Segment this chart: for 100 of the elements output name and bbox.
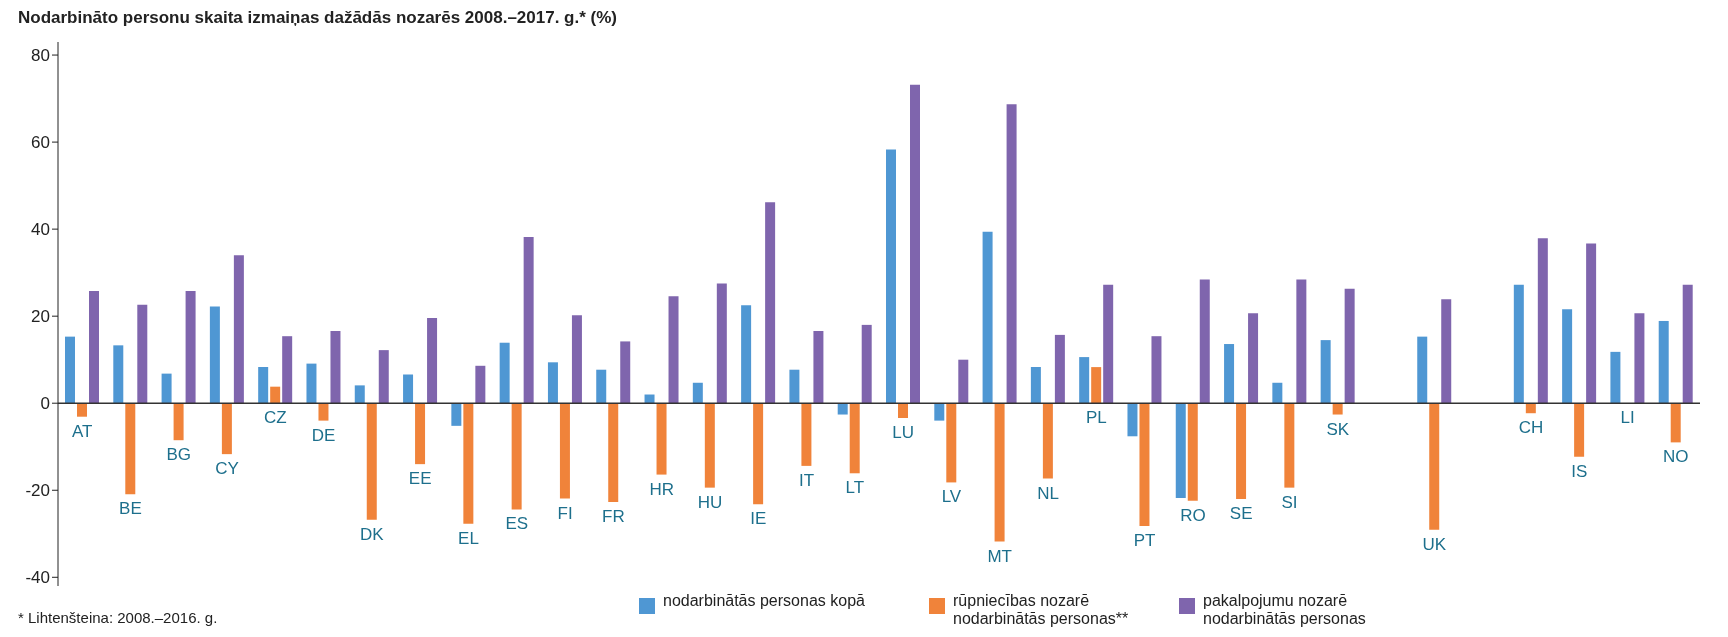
bar <box>1586 243 1597 404</box>
bar <box>113 345 124 404</box>
bar <box>403 374 414 404</box>
bar <box>185 290 196 404</box>
bar <box>934 403 945 421</box>
bar <box>475 365 486 404</box>
bar <box>1610 351 1621 404</box>
bar <box>451 403 462 426</box>
bar <box>1199 279 1210 404</box>
bar <box>427 317 438 404</box>
bar <box>741 305 752 404</box>
bar <box>1175 403 1186 499</box>
bar <box>65 336 75 404</box>
bar <box>789 369 800 404</box>
x-tick-label: AT <box>71 421 93 441</box>
x-tick-label: UK <box>1422 534 1447 554</box>
legend-label: nodarbinātās personas kopā <box>663 592 865 610</box>
x-tick-label: HU <box>697 492 723 512</box>
bar <box>378 350 389 404</box>
bar <box>1042 403 1053 479</box>
bar <box>89 290 99 404</box>
bar <box>656 403 667 475</box>
bar <box>1224 344 1235 404</box>
bar <box>1682 284 1693 404</box>
bar <box>137 304 148 404</box>
x-tick-label: CH <box>1518 418 1544 438</box>
bar <box>559 403 570 499</box>
bar <box>910 84 920 404</box>
bar <box>1320 340 1331 404</box>
bar <box>898 403 908 419</box>
bar <box>1417 336 1428 404</box>
x-tick-label: BE <box>119 499 142 519</box>
bar <box>704 403 715 488</box>
bar <box>1127 403 1138 437</box>
bar <box>1236 403 1247 499</box>
bar <box>982 231 993 404</box>
bar <box>463 403 474 524</box>
bar <box>849 403 860 474</box>
bar <box>1030 367 1041 404</box>
x-tick-label: MT <box>987 546 1013 566</box>
x-tick-label: NL <box>1037 483 1059 503</box>
x-tick-label: CZ <box>263 408 287 428</box>
y-tick-label: -40 <box>25 568 50 588</box>
bar <box>1079 357 1090 404</box>
bar <box>692 382 703 404</box>
x-tick-label: FI <box>557 503 573 523</box>
bar <box>1537 238 1548 404</box>
bar <box>499 342 510 404</box>
x-tick-label: PT <box>1133 530 1156 550</box>
bar <box>221 403 232 455</box>
bar <box>813 330 824 404</box>
bar <box>1187 403 1198 501</box>
bar <box>173 403 184 441</box>
x-tick-label: HR <box>649 479 674 499</box>
bar <box>958 359 969 404</box>
bar <box>415 403 426 465</box>
x-tick-label: ES <box>505 514 529 534</box>
bar <box>1525 403 1536 414</box>
x-tick-label: SK <box>1326 419 1350 439</box>
chart-title: Nodarbināto personu skaita izmaiņas dažādās nozarēs 2008.–2017. g.* (%) <box>18 8 618 28</box>
x-tick-label: NO <box>1663 447 1689 467</box>
bar <box>1284 403 1295 488</box>
bar <box>306 363 317 404</box>
bar <box>77 403 87 417</box>
bar <box>330 330 341 404</box>
bar <box>994 403 1005 542</box>
bar <box>161 373 172 404</box>
x-tick-label: IS <box>1571 461 1588 481</box>
bar <box>946 403 957 483</box>
bar <box>547 362 558 404</box>
x-tick-label: EL <box>458 528 479 548</box>
bar <box>270 386 281 404</box>
x-tick-label: IE <box>750 509 767 529</box>
x-tick-label: LV <box>941 487 962 507</box>
bar <box>1670 403 1681 443</box>
bar <box>209 306 220 404</box>
x-tick-label: LU <box>892 423 915 443</box>
x-tick-label: SE <box>1229 503 1253 523</box>
bar <box>1658 320 1669 404</box>
y-tick-label: 60 <box>31 133 50 153</box>
x-tick-label: BG <box>166 445 192 465</box>
legend-label: rūpniecības nozarē nodarbinātās personas** <box>953 592 1130 628</box>
bar <box>1332 403 1343 415</box>
bar <box>1139 403 1150 526</box>
bar <box>233 255 244 404</box>
y-tick-label: 40 <box>31 220 50 240</box>
y-tick-label: -20 <box>25 481 50 501</box>
y-tick-label: 80 <box>31 46 50 66</box>
legend-label: pakalpojumu nozarē nodarbinātās personas <box>1203 592 1367 628</box>
x-tick-label: CY <box>215 459 239 479</box>
y-tick-label: 0 <box>40 394 50 414</box>
bar <box>753 403 764 505</box>
x-tick-label: FR <box>602 507 625 527</box>
bar <box>801 403 812 466</box>
bar <box>765 202 776 404</box>
bar <box>1248 313 1259 404</box>
bar <box>1006 104 1017 404</box>
text: * Lihtenšteina: 2008.–2016. g. <box>18 609 218 626</box>
bar <box>668 296 679 404</box>
bar <box>1272 382 1283 404</box>
